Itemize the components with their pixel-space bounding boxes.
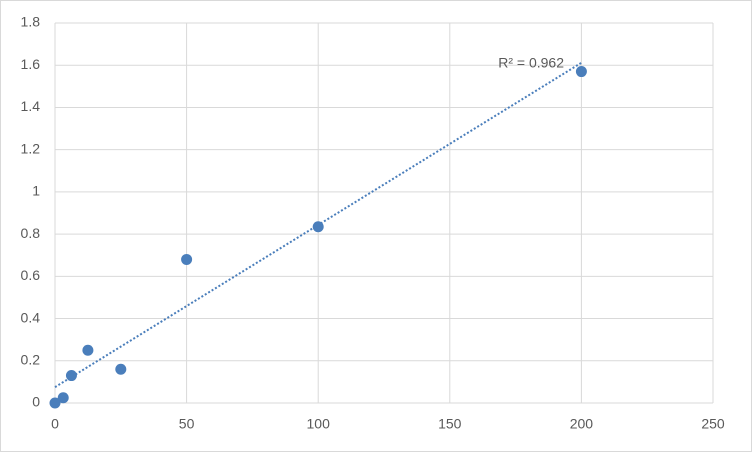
x-tick-label: 100 bbox=[307, 416, 331, 432]
point bbox=[312, 221, 324, 233]
y-tick-label: 0 bbox=[32, 394, 40, 410]
point bbox=[115, 363, 127, 375]
point bbox=[65, 370, 77, 382]
y-tick-label: 1.4 bbox=[21, 98, 41, 114]
x-tick-label: 50 bbox=[179, 416, 195, 432]
point bbox=[82, 344, 94, 356]
x-tick-label: 150 bbox=[438, 416, 462, 432]
y-tick-label: 0.6 bbox=[21, 267, 41, 283]
y-tick-label: 1.2 bbox=[21, 140, 41, 156]
y-tick-label: 0.2 bbox=[21, 351, 41, 367]
y-tick-label: 1 bbox=[32, 183, 40, 199]
x-tick-label: 250 bbox=[701, 416, 725, 432]
y-tick-label: 1.8 bbox=[21, 14, 41, 30]
y-tick-label: 0.4 bbox=[21, 309, 41, 325]
x-tick-label: 0 bbox=[51, 416, 59, 432]
x-tick-label: 200 bbox=[570, 416, 594, 432]
point bbox=[49, 397, 61, 409]
point bbox=[181, 253, 193, 265]
y-tick-label: 1.6 bbox=[21, 56, 41, 72]
annotation: R² = 0.962 bbox=[498, 55, 564, 71]
point bbox=[57, 392, 69, 404]
y-tick-label: 0.8 bbox=[21, 225, 41, 241]
point bbox=[575, 66, 587, 78]
